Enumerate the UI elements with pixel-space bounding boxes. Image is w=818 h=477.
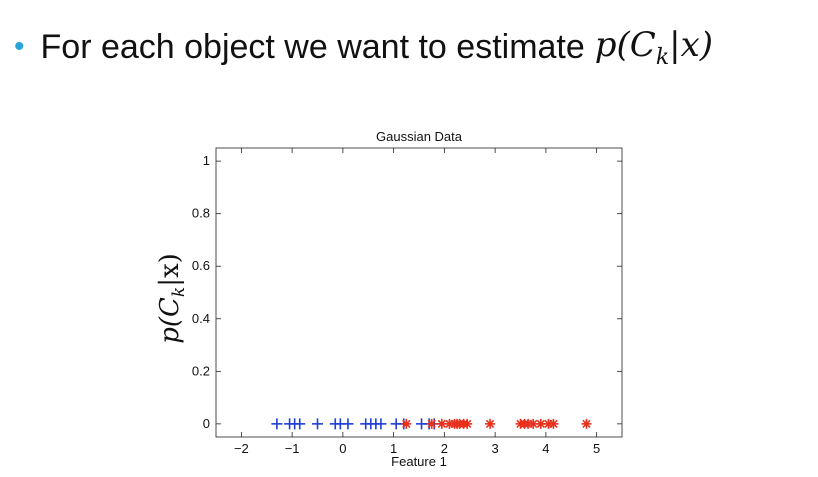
star-marker (548, 418, 559, 429)
x-tick-label: 3 (492, 441, 499, 456)
y-tick-label: 1 (203, 153, 210, 168)
y-tick-label: 0.8 (192, 206, 210, 221)
x-tick-label: −2 (234, 441, 249, 456)
x-tick-label: 2 (441, 441, 448, 456)
star-d2 (536, 419, 545, 429)
star-marker (401, 418, 412, 429)
plus-marker (375, 418, 387, 430)
star-d2 (427, 419, 436, 429)
y-tick-label: 0.4 (192, 311, 210, 326)
star-marker (581, 418, 592, 429)
star-d2 (437, 419, 447, 429)
y-tick-label: 0.6 (192, 258, 210, 273)
chart-title: Gaussian Data (376, 129, 463, 144)
plus-marker (342, 418, 354, 430)
bullet-line: • For each object we want to estimate p(… (14, 22, 713, 72)
star-d2 (582, 419, 591, 429)
plus-marker (294, 418, 306, 430)
star-d2 (529, 419, 538, 429)
star-marker (528, 418, 539, 429)
star-d2 (402, 419, 411, 429)
plus-marker (271, 418, 283, 430)
star-d2 (549, 419, 558, 429)
x-tick-label: 4 (542, 441, 549, 456)
y-tick-label: 0.2 (192, 363, 210, 378)
x-tick-label: 1 (390, 441, 397, 456)
star-marker (462, 418, 473, 429)
bullet-math: p(Ck|x) (594, 24, 714, 70)
x-axis-label: Feature 1 (391, 454, 447, 469)
x-tick-label: −1 (285, 441, 300, 456)
plot-frame (215, 147, 623, 438)
x-tick-label: 0 (339, 441, 346, 456)
star-d2 (485, 419, 495, 429)
star-marker (426, 418, 437, 429)
plus-marker (312, 418, 323, 430)
star-marker (485, 418, 496, 429)
x-tick-label: 5 (593, 441, 600, 456)
y-axis-label: p(Ck|x) (155, 253, 189, 344)
bullet-dot: • (14, 30, 25, 63)
star-d2 (463, 419, 472, 429)
bullet-text: For each object we want to estimate (40, 27, 585, 66)
y-tick-label: 0 (203, 416, 210, 431)
